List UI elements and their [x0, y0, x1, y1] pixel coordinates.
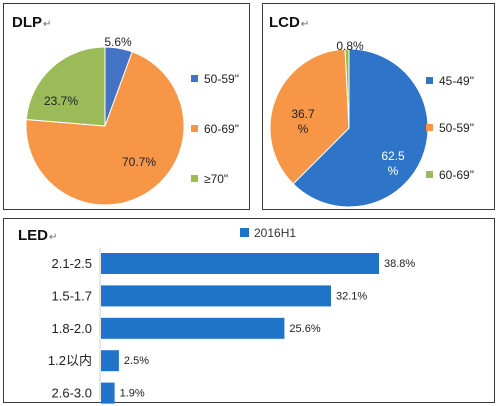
category-label-0: 2.1-2.5: [52, 256, 92, 271]
category-label-1: 1.5-1.7: [52, 288, 92, 303]
led-panel: LED↵ 2016H1 2.1-2.5 38.8% 1.5-1.7 32.1% 1.8-2…: [3, 218, 495, 404]
legend-swatch-2016h1: [240, 228, 249, 237]
category-label-4: 2.6-3.0: [52, 386, 92, 401]
legend-label-2016h1: 2016H1: [254, 226, 296, 240]
slice-label-70: 23.7%: [44, 94, 78, 108]
legend-label-60-69: 60-69": [439, 168, 474, 182]
slice-label-50-59: 5.6%: [104, 35, 132, 49]
slice-label-50-59: 36.7%: [291, 107, 315, 136]
value-label-0: 38.8%: [384, 258, 415, 270]
category-label-3: 1.2以内: [48, 353, 92, 368]
legend-swatch-60-69: [426, 171, 433, 178]
pie-slice-60-69: [344, 48, 350, 129]
bar-2-6-3-0-4: [101, 382, 115, 404]
lcd-title: LCD↵: [269, 14, 310, 31]
led-bar-chart: 2016H1 2.1-2.5 38.8% 1.5-1.7 32.1% 1.8-2.0 25.…: [48, 226, 415, 404]
pie-slice-45-49: [292, 48, 429, 208]
legend-swatch-45-49: [426, 77, 433, 84]
lcd-panel: LCD↵ 62.5% 36.7% 0.8% 45-49" 50-59" 60-69": [262, 3, 495, 210]
pie-slice-70: [25, 46, 106, 127]
legend-label-50-59: 50-59": [439, 121, 474, 135]
bar-1-2-3: [101, 350, 119, 372]
value-label-1: 32.1%: [336, 290, 367, 302]
value-label-3: 2.5%: [124, 355, 149, 367]
legend-swatch-70: [191, 175, 198, 182]
led-title: LED↵: [18, 227, 58, 244]
legend-label-45-49: 45-49": [439, 74, 474, 88]
slice-label-60-69: 70.7%: [122, 155, 156, 169]
bar-1-8-2-0-2: [101, 317, 285, 339]
pie-slice-60-69: [25, 51, 185, 206]
legend-swatch-50-59: [191, 75, 198, 82]
value-label-2: 25.6%: [289, 323, 320, 335]
legend-swatch-50-59: [426, 124, 433, 131]
bar-1-5-1-7-1: [101, 285, 331, 307]
value-label-4: 1.9%: [120, 388, 145, 400]
legend-label-70: ≥70": [204, 172, 228, 186]
legend-label-60-69: 60-69": [204, 122, 239, 136]
legend-label-50-59: 50-59": [204, 72, 239, 86]
dlp-title: DLP↵: [12, 14, 52, 31]
dlp-panel: DLP↵ 5.6% 70.7% 23.7% 50-59" 60-69" ≥70": [3, 3, 250, 210]
legend-swatch-60-69: [191, 125, 198, 132]
slice-label-45-49: 62.5%: [381, 149, 405, 178]
bar-2-1-2-5-0: [101, 253, 379, 274]
category-label-2: 1.8-2.0: [52, 321, 92, 336]
pie-slice-50-59: [269, 48, 350, 185]
dlp-pie-chart: 5.6% 70.7% 23.7% 50-59" 60-69" ≥70": [25, 35, 239, 206]
lcd-pie-chart: 62.5 % 36.7 % 0.8% 45-49" 50-59" 60-69": [269, 39, 474, 208]
slice-label-60-69: 0.8%: [336, 39, 364, 53]
